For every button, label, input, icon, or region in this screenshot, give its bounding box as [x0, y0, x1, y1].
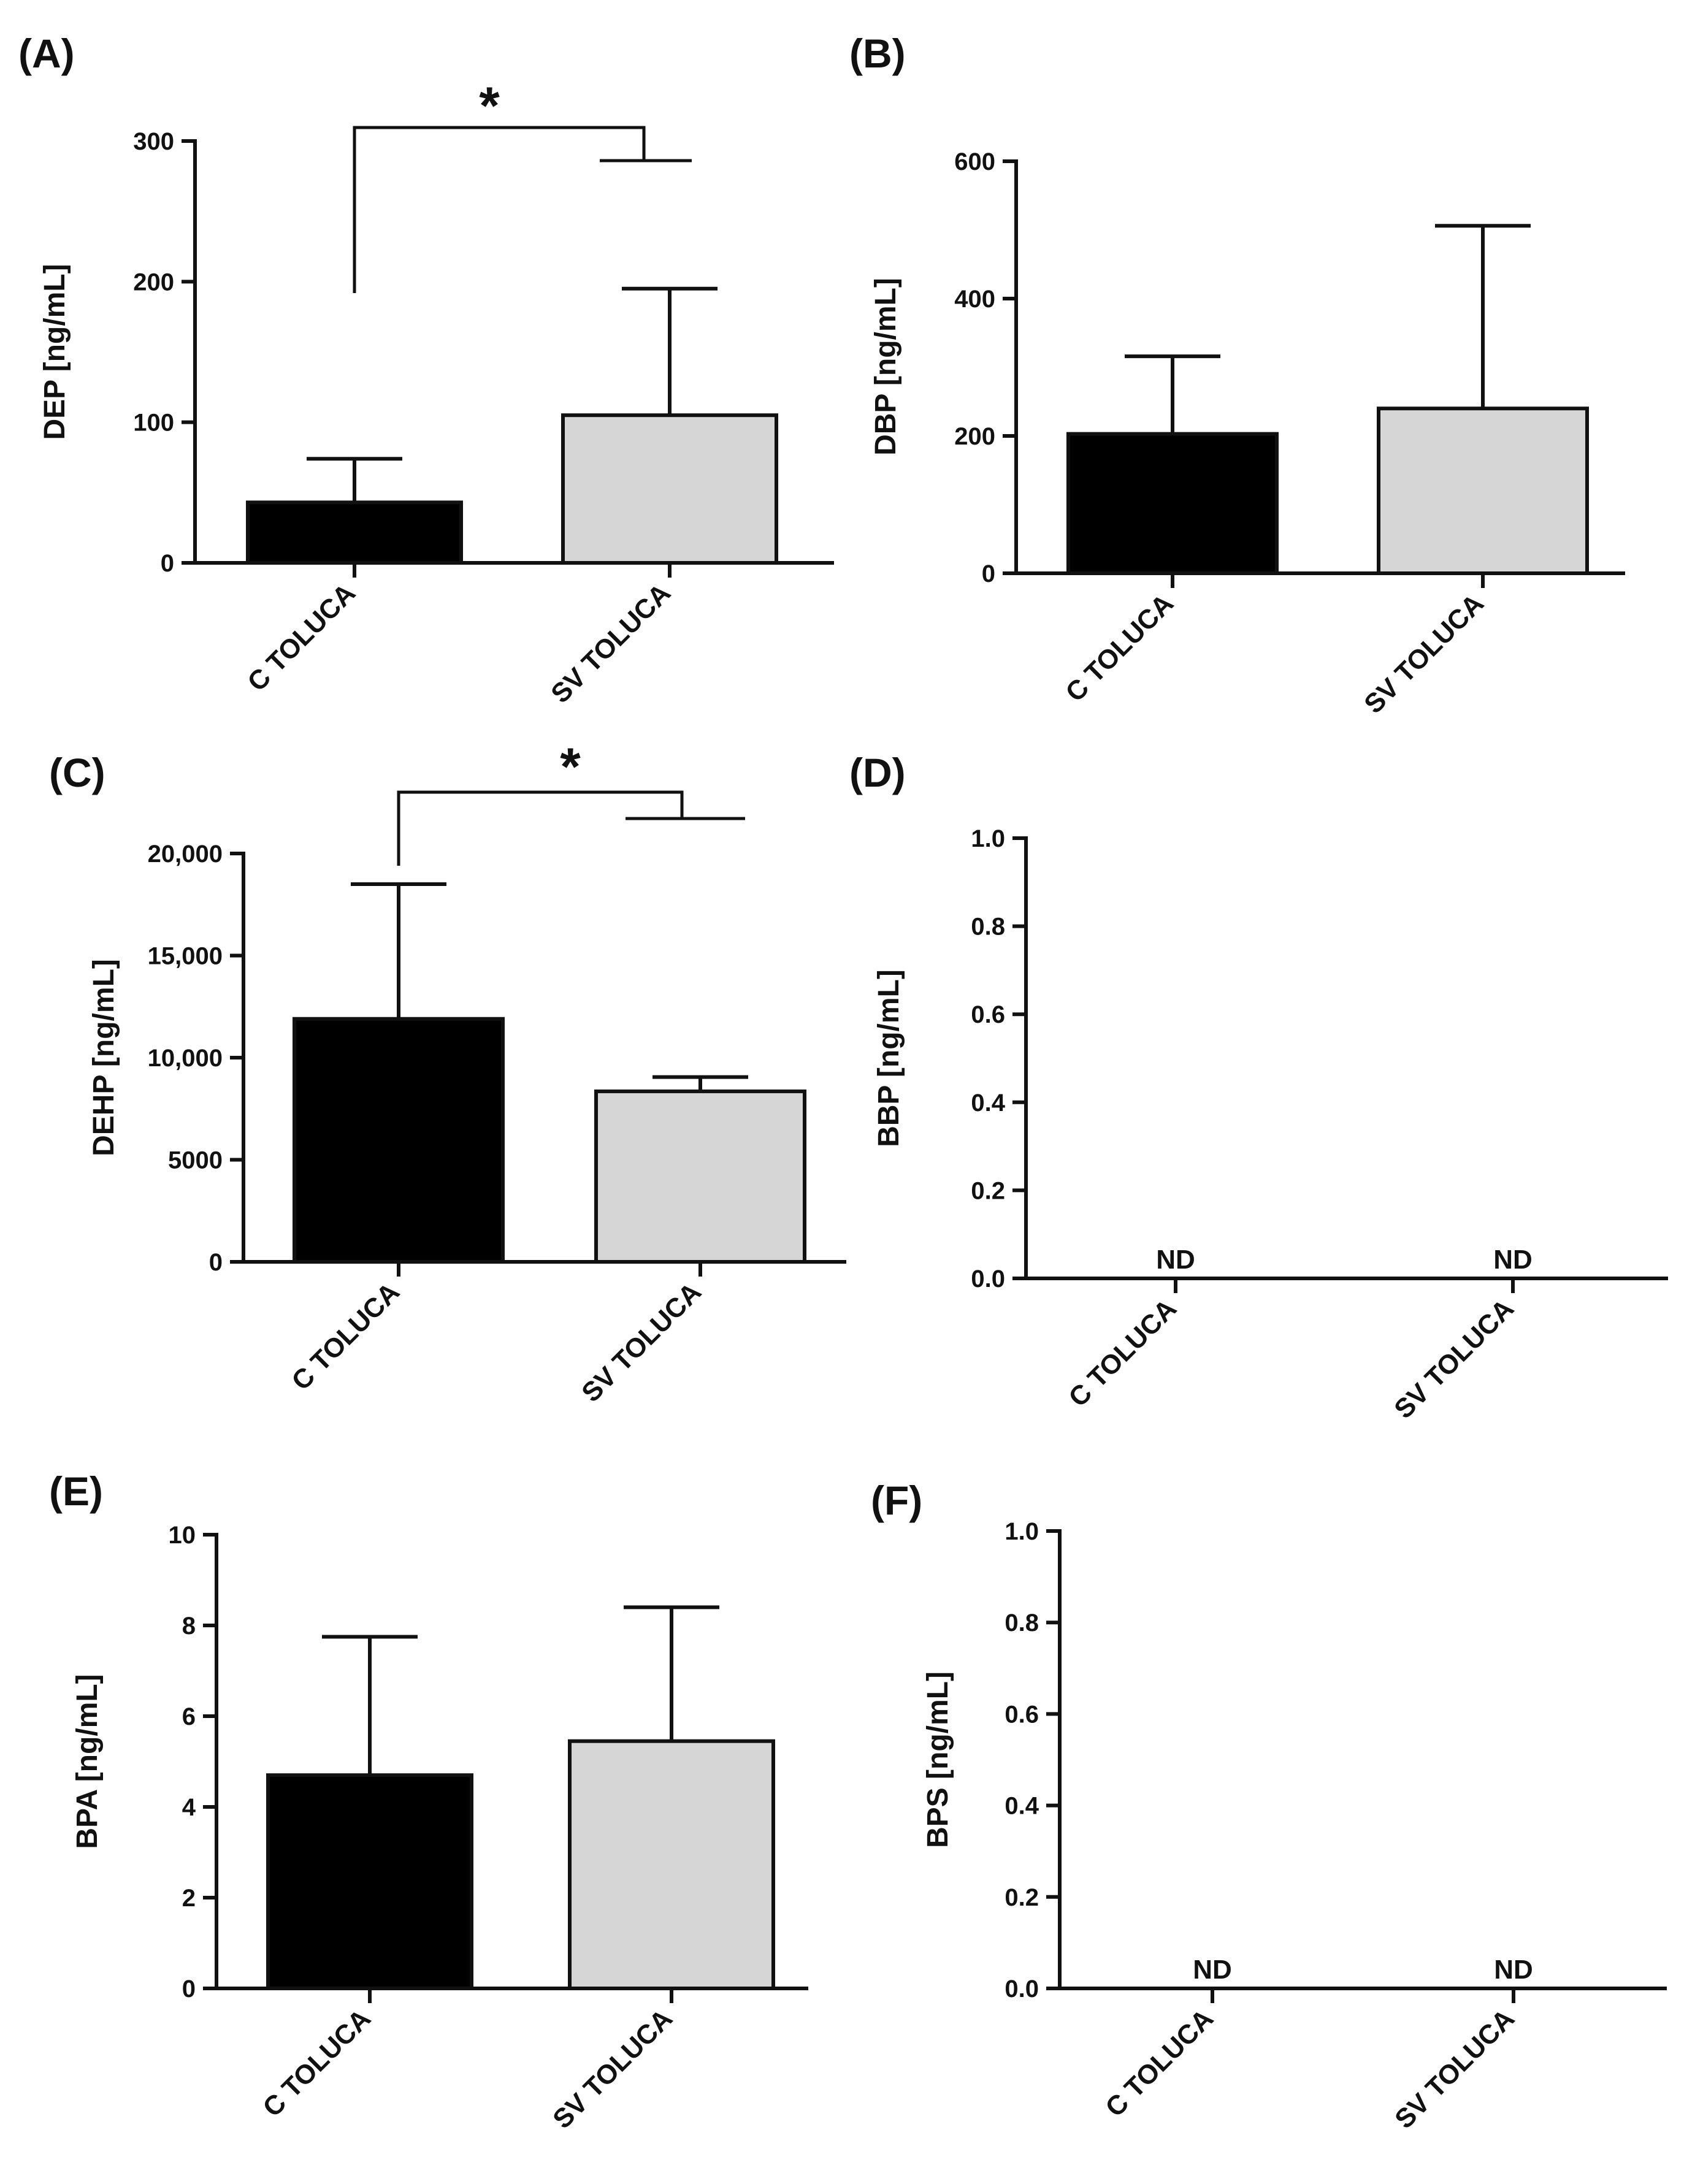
- panel-label: (A): [18, 31, 75, 76]
- panel-c: 0 5000 10,000 15,000 20,000 C TOLUCA SV TOLUCA…: [49, 738, 846, 1408]
- significance-star: *: [479, 77, 500, 136]
- x-tick-label: SV TOLUCA: [1388, 1293, 1520, 1424]
- panel-e: 0 2 4 6 8 10 C TOLUCA SV TOLUCA BPA [ng/mL] (E): [49, 1468, 808, 2134]
- panel-d: 0.0 0.2 0.4 0.6 0.8 1.0 C TOLUCA SV TOLUCA ND ND B…: [849, 750, 1668, 1424]
- nd-label: ND: [1493, 1245, 1533, 1275]
- y-axis-title: DEP [ng/mL]: [39, 264, 71, 440]
- x-tick-label: C TOLUCA: [1063, 1293, 1182, 1413]
- x-tick-label: SV TOLUCA: [547, 2003, 678, 2134]
- y-tick-label: 600: [954, 148, 995, 175]
- panel-label: (D): [849, 750, 906, 795]
- y-tick-label: 8: [182, 1613, 196, 1640]
- y-tick-label: 0.8: [971, 914, 1005, 941]
- panel-label: (F): [871, 1478, 922, 1523]
- nd-label: ND: [1156, 1245, 1195, 1275]
- bar-sv-toluca: [568, 1739, 775, 1990]
- y-tick-label: 400: [954, 286, 995, 313]
- y-axis-title: DBP [ng/mL]: [870, 278, 902, 456]
- x-tick-label: SV TOLUCA: [1358, 588, 1490, 719]
- y-tick-label: 0.8: [1005, 1609, 1039, 1636]
- y-tick-label: 0: [182, 1976, 196, 2003]
- y-tick-label: 0: [982, 560, 995, 587]
- y-axis-title: DEHP [ng/mL]: [88, 959, 120, 1156]
- x-tick-label: C TOLUCA: [1060, 588, 1179, 708]
- x-tick-label: SV TOLUCA: [545, 578, 676, 709]
- y-tick-label: 5000: [168, 1147, 223, 1174]
- y-axis-title: BPA [ng/mL]: [71, 1674, 104, 1849]
- y-tick-label: 0.0: [971, 1266, 1005, 1292]
- y-tick-label: 0.2: [971, 1177, 1005, 1204]
- significance-bracket: [397, 790, 684, 866]
- bar-sv-toluca: [594, 1089, 806, 1264]
- x-tick-label: C TOLUCA: [257, 2003, 377, 2123]
- y-tick-label: 10,000: [148, 1045, 223, 1072]
- y-tick-label: 300: [133, 128, 174, 155]
- y-tick-label: 0.6: [971, 1001, 1005, 1028]
- y-tick-label: 200: [133, 269, 174, 296]
- y-tick-label: 0.4: [971, 1090, 1005, 1117]
- bar-sv-toluca: [1377, 407, 1589, 575]
- bar-c-toluca: [266, 1773, 473, 1990]
- bar-c-toluca: [246, 500, 463, 565]
- bar-c-toluca: [293, 1017, 505, 1264]
- y-axis-title: BPS [ng/mL]: [922, 1671, 954, 1848]
- bar-c-toluca: [1066, 432, 1279, 576]
- x-tick-label: C TOLUCA: [242, 578, 361, 697]
- panel-label: (B): [849, 31, 906, 76]
- y-tick-label: 0.0: [1005, 1976, 1039, 2003]
- bar-sv-toluca: [561, 413, 778, 565]
- y-tick-label: 6: [182, 1703, 196, 1730]
- y-tick-label: 0.6: [1005, 1701, 1039, 1728]
- nd-label: ND: [1494, 1955, 1533, 1985]
- y-tick-label: 2: [182, 1885, 196, 1912]
- y-tick-label: 100: [133, 410, 174, 437]
- y-tick-label: 15,000: [148, 943, 223, 970]
- y-tick-label: 0: [209, 1249, 223, 1276]
- y-axis-title: BBP [ng/mL]: [873, 969, 905, 1147]
- y-tick-label: 4: [182, 1794, 196, 1821]
- x-tick-label: SV TOLUCA: [576, 1277, 707, 1408]
- y-tick-label: 1.0: [971, 825, 1005, 852]
- x-tick-label: C TOLUCA: [286, 1277, 405, 1396]
- significance-star: *: [560, 738, 581, 796]
- y-tick-label: 1.0: [1005, 1518, 1039, 1545]
- y-tick-label: 0.2: [1005, 1884, 1039, 1911]
- x-tick-label: C TOLUCA: [1100, 2003, 1219, 2123]
- y-tick-label: 0: [161, 550, 174, 577]
- y-tick-label: 200: [954, 423, 995, 450]
- panel-f: 0.0 0.2 0.4 0.6 0.8 1.0 C TOLUCA SV TOLUCA ND ND B…: [871, 1478, 1667, 2134]
- y-tick-label: 0.4: [1005, 1793, 1039, 1820]
- nd-label: ND: [1193, 1955, 1232, 1985]
- panel-a: 0 100 200 300 C TOLUCA SV TOLUCA DEP [ng/mL] (A…: [18, 31, 834, 709]
- panel-label: (C): [49, 750, 105, 795]
- panel-b: 0 200 400 600 C TOLUCA SV TOLUCA DBP [ng/mL] (B…: [849, 31, 1625, 719]
- y-tick-label: 10: [169, 1522, 196, 1549]
- significance-bracket: [353, 126, 646, 293]
- x-tick-label: SV TOLUCA: [1389, 2003, 1520, 2134]
- panel-label: (E): [49, 1468, 103, 1514]
- y-tick-label: 20,000: [148, 841, 223, 868]
